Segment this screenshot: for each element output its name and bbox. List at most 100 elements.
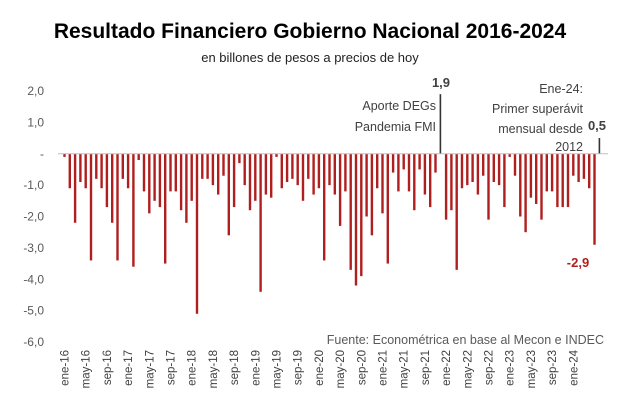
y-tick-label: -5,0 — [23, 304, 44, 318]
annotation-2-line-3: mensual desde — [498, 122, 583, 136]
x-tick-label: sep-23 — [547, 350, 559, 385]
bar — [402, 153, 405, 170]
annotation-2-line-4: 2012 — [555, 140, 583, 154]
bar — [381, 153, 384, 214]
bar — [407, 153, 411, 192]
bar — [508, 153, 511, 157]
x-tick-label: ene-17 — [123, 350, 135, 386]
bar — [254, 153, 257, 201]
bar — [259, 153, 262, 292]
bar — [317, 153, 321, 189]
annotation-1-line-2: Pandemia FMI — [355, 120, 436, 134]
x-tick-label: ene-24 — [568, 349, 580, 385]
x-tick-label: sep-18 — [229, 350, 241, 385]
annotation-1-line-1: Aporte DEGs — [362, 99, 436, 113]
bar — [264, 153, 268, 195]
bar — [482, 153, 485, 176]
bar — [370, 153, 374, 236]
bar — [132, 153, 135, 267]
x-tick-label: ene-21 — [378, 350, 390, 386]
bar — [95, 153, 98, 179]
x-tick-label: sep-16 — [102, 350, 114, 385]
bar — [497, 153, 501, 186]
bar — [238, 153, 241, 164]
bar — [439, 94, 442, 154]
bar — [429, 153, 432, 208]
bar — [190, 153, 193, 201]
x-tick-label: sep-22 — [484, 350, 496, 385]
bar — [413, 153, 416, 211]
bar — [535, 153, 538, 204]
annotation-1-value: 1,9 — [432, 75, 450, 90]
bar — [158, 153, 162, 208]
bar — [243, 153, 246, 186]
bar — [79, 153, 82, 182]
bar — [307, 153, 310, 179]
y-axis-ticks: 2,0 1,0 - -1,0 -2,0 -3,0 -4,0 -5,0 -6,0 — [23, 84, 44, 349]
annotation-2-line-1: Ene-24: — [539, 82, 583, 96]
bar — [338, 153, 342, 226]
bar — [333, 153, 336, 195]
x-tick-label: ene-16 — [60, 350, 72, 386]
x-tick-label: may-22 — [462, 350, 474, 388]
bar — [185, 153, 188, 223]
chart-subtitle: en billones de pesos a precios de hoy — [201, 50, 419, 65]
bar — [434, 153, 437, 173]
bar — [566, 153, 570, 208]
bar — [556, 153, 559, 208]
bar — [148, 153, 151, 214]
bar — [540, 153, 543, 220]
y-tick-label: - — [40, 147, 44, 161]
y-tick-label: -2,0 — [23, 210, 44, 224]
annotation-2-value: 0,5 — [588, 118, 606, 133]
bar — [561, 153, 564, 208]
bar — [545, 153, 548, 192]
bar — [280, 153, 283, 189]
x-tick-label: sep-20 — [356, 350, 368, 385]
bar — [68, 153, 71, 189]
bar — [529, 153, 533, 198]
bar — [588, 153, 591, 189]
x-tick-label: ene-18 — [187, 350, 199, 386]
bar — [291, 153, 294, 179]
y-tick-label: -1,0 — [23, 178, 44, 192]
bar — [84, 153, 87, 189]
bar — [577, 153, 580, 182]
bar — [365, 153, 368, 217]
bar — [354, 153, 358, 286]
bar — [349, 153, 352, 270]
bar — [328, 153, 331, 186]
bar — [116, 153, 119, 261]
bar — [301, 153, 305, 201]
bar — [164, 153, 167, 264]
bar — [582, 153, 586, 179]
bar — [513, 153, 517, 176]
bar — [275, 153, 278, 157]
bar — [206, 153, 209, 179]
bar — [524, 153, 527, 233]
x-tick-label: ene-20 — [314, 350, 326, 386]
x-tick-label: may-23 — [526, 350, 538, 388]
x-tick-label: sep-17 — [166, 350, 178, 385]
bar — [63, 153, 66, 157]
x-tick-label: may-16 — [81, 350, 93, 388]
chart-title: Resultado Financiero Gobierno Nacional 2… — [54, 20, 567, 43]
bar — [89, 153, 93, 261]
bar — [572, 153, 575, 176]
bar — [312, 153, 315, 195]
bar — [460, 153, 464, 189]
annotation-3-value: -2,9 — [567, 255, 589, 270]
bar — [73, 153, 77, 223]
bar — [444, 153, 448, 220]
x-axis-ticks: ene-16 may-16 sep-16 ene-17 may-17 sep-17 ene-… — [60, 349, 581, 388]
bar — [153, 153, 156, 201]
bar — [360, 153, 363, 277]
bar — [222, 153, 225, 176]
bar — [174, 153, 177, 192]
bar — [137, 153, 140, 161]
x-tick-label: may-17 — [144, 350, 156, 388]
bar — [105, 153, 109, 208]
bar — [423, 153, 427, 195]
bar — [466, 153, 469, 186]
